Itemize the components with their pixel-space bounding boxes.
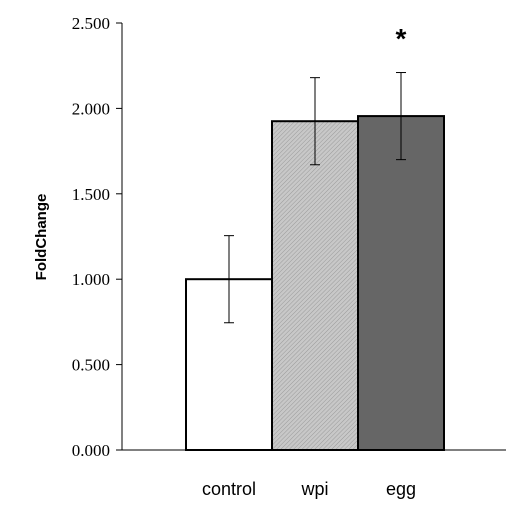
error-bar-egg (396, 72, 406, 161)
x-tick-label-control: control (202, 479, 256, 499)
y-axis: 0.000 0.500 1.000 1.500 2.000 2.500 (72, 14, 123, 460)
significance-asterisk: * (396, 23, 407, 54)
error-bar-wpi (310, 77, 320, 166)
y-axis-title: FoldChange (33, 194, 50, 281)
annotations: * (396, 23, 407, 54)
y-tick-label: 0.000 (72, 441, 110, 460)
x-tick-label-egg: egg (386, 479, 416, 499)
y-tick-label: 1.500 (72, 185, 110, 204)
bar-egg (357, 115, 445, 451)
error-bars (224, 72, 406, 324)
y-tick-label: 0.500 (72, 356, 110, 375)
bar-wpi (271, 120, 359, 452)
x-tick-label-wpi: wpi (300, 479, 328, 499)
x-axis-labels: control wpi egg (202, 479, 416, 499)
y-tick-label: 2.500 (72, 14, 110, 33)
error-bar-control (224, 235, 234, 324)
y-tick-label: 1.000 (72, 270, 110, 289)
bars (185, 115, 445, 452)
y-tick-label: 2.000 (72, 99, 110, 118)
